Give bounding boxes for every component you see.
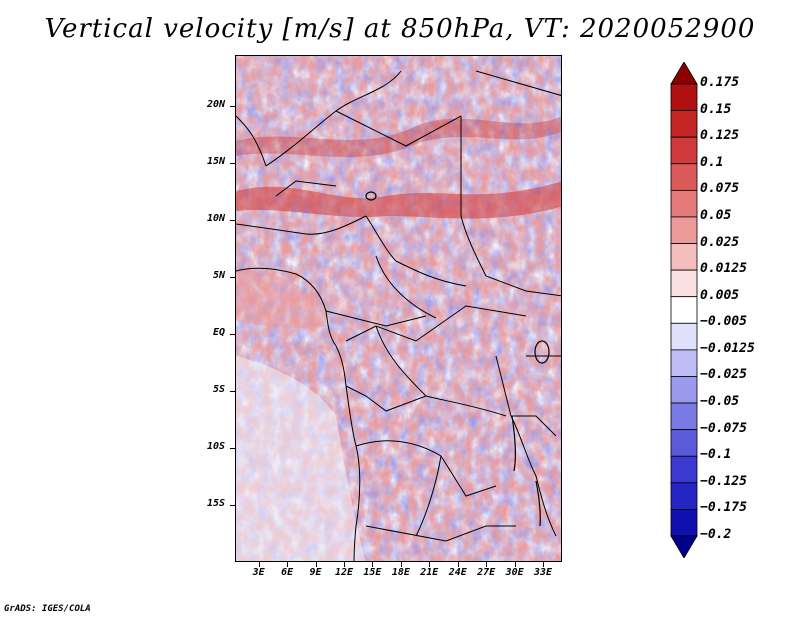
colorbar-swatch [670,509,698,537]
lon-tick-label: 30E [505,567,524,578]
lon-tick [429,562,431,567]
credit-text: GrADS: IGES/COLA [4,604,91,614]
colorbar-swatch [670,83,698,111]
colorbar-swatch [670,216,698,244]
colorbar-label: −0.175 [700,500,747,516]
colorbar-swatch [670,243,698,271]
colorbar-label: 0.1 [700,154,724,170]
colorbar-label: 0.175 [700,75,740,90]
lat-tick [230,277,235,279]
colorbar-label: 0.075 [700,181,740,197]
colorbar-label: 0.15 [700,101,732,117]
colorbar-label: −0.125 [700,473,747,489]
lat-tick [230,505,235,507]
colorbar-swatch [670,296,698,324]
colorbar-label: 0.005 [700,287,740,303]
colorbar-label: −0.075 [700,420,747,436]
colorbar-swatch [670,402,698,431]
colorbar-label: −0.05 [700,394,740,410]
colorbar-swatch [670,269,698,298]
lon-tick-label: 3E [252,567,265,578]
colorbar-swatch [670,349,698,377]
lat-tick-label: 10N [206,213,225,225]
colorbar-swatch [670,322,698,351]
lat-tick-label: 5S [212,384,225,396]
lon-tick-label: 12E [334,567,354,578]
colorbar-label: 0.125 [700,128,740,144]
velocity-field [236,56,561,561]
lon-tick-label: 33E [534,567,553,578]
lat-tick-label: 20N [206,99,225,111]
lat-tick-label: 10S [206,441,225,453]
lon-tick [315,562,317,567]
colorbar-label: 0.0125 [700,261,747,277]
lat-tick [230,391,235,393]
lon-tick-label: 27E [477,567,496,578]
lon-tick-label: 6E [281,567,294,578]
lon-tick [258,562,260,567]
lat-tick [230,448,235,450]
colorbar-swatch [670,110,698,138]
colorbar-swatch [670,136,698,165]
lon-tick [287,562,289,567]
colorbar-label: −0.2 [700,527,732,542]
lat-tick-label: 5N [212,270,225,282]
colorbar-swatch [670,61,698,85]
lon-tick [514,562,516,567]
colorbar-swatch [670,482,698,510]
colorbar-swatch [670,455,698,484]
lon-tick [344,562,345,567]
colorbar-swatch [670,376,698,404]
colorbar-label: −0.1 [700,447,732,463]
lon-tick-label: 21E [420,567,439,578]
velocity-map[interactable] [235,55,562,562]
colorbar-label: −0.005 [700,314,747,330]
map-title: Vertical velocity [m/s] at 850hPa, VT: 2… [44,14,756,44]
colorbar-swatch [670,163,698,191]
lon-tick-label: 15E [363,567,382,578]
colorbar-label: 0.025 [700,234,740,250]
lat-tick [230,163,235,165]
colorbar [670,61,698,562]
lat-tick [230,220,235,222]
colorbar-label: 0.05 [700,207,732,223]
lon-tick [400,562,402,567]
colorbar-swatch [670,535,698,559]
lon-tick [543,562,545,567]
colorbar-label: −0.0125 [700,340,755,356]
lat-tick-label: 15N [206,156,225,168]
lon-tick [372,562,374,567]
colorbar-swatch [670,189,698,218]
colorbar-swatch [670,429,698,457]
lat-tick-label: EQ [212,327,225,339]
lat-tick-label: 15S [206,498,225,510]
lat-tick [230,334,235,336]
lon-tick-label: 18E [391,567,410,578]
lat-tick [230,106,235,108]
colorbar-swatches [670,61,698,559]
lon-tick-label: 9E [309,567,322,578]
colorbar-label: −0.025 [700,367,747,383]
lon-tick-label: 24E [448,567,467,578]
lon-tick [486,562,488,567]
lon-tick [457,562,459,567]
